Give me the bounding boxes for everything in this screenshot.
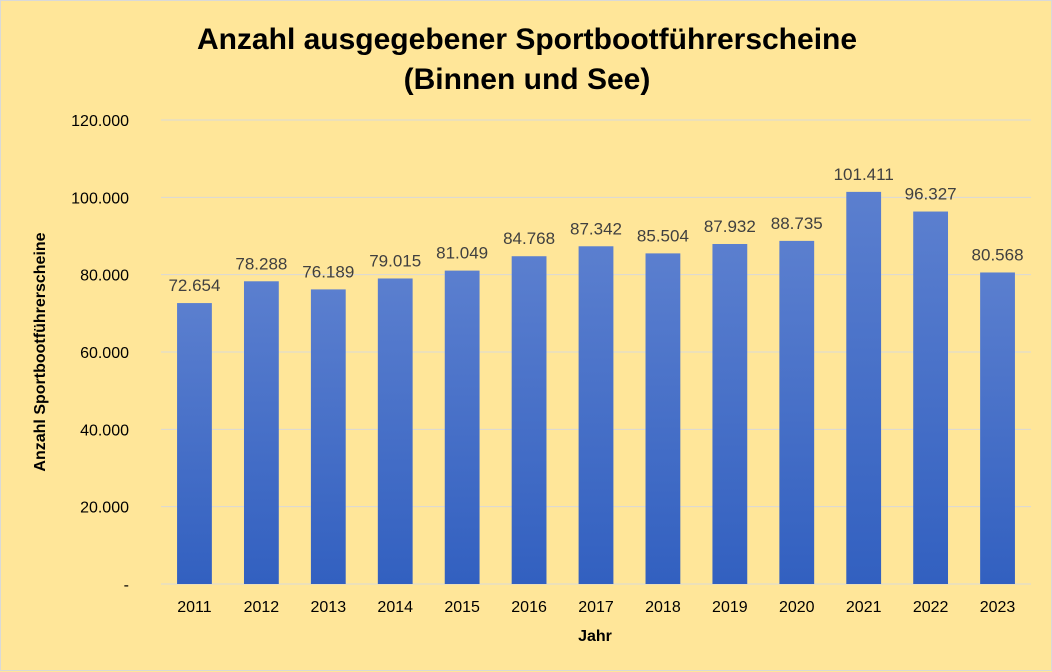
data-labels: 72.654 78.288 76.189 79.015 81.049 84.768 87.3… — [168, 165, 1023, 295]
x-tick-label: 2012 — [244, 599, 280, 616]
data-label-2011: 72.654 — [168, 276, 220, 295]
y-tick-label: - — [124, 577, 129, 594]
chart-title-line1: Anzahl ausgegebener Sportbootführerschei… — [197, 23, 857, 56]
data-label-2023: 80.568 — [972, 245, 1024, 264]
bar-2015 — [444, 270, 480, 584]
y-tick-label: 40.000 — [80, 422, 129, 439]
bar-2016 — [511, 256, 547, 584]
bar-2018 — [645, 253, 681, 585]
y-tick-label: 100.000 — [71, 190, 129, 207]
x-axis-ticks: 2011 2012 2013 2014 2015 2016 2017 2018 2019 2020… — [177, 599, 1015, 616]
bar-2017 — [578, 246, 614, 585]
bar-2011 — [177, 303, 212, 584]
data-label-2019: 87.932 — [704, 217, 756, 236]
data-label-2020: 88.735 — [771, 214, 823, 233]
bar-2022 — [913, 211, 949, 585]
x-tick-label: 2021 — [846, 599, 882, 616]
data-label-2015: 81.049 — [436, 244, 488, 263]
data-label-2021: 101.411 — [834, 165, 894, 184]
x-tick-label: 2020 — [779, 599, 815, 616]
bar-2023 — [980, 272, 1015, 584]
bar-2012 — [243, 281, 279, 584]
x-tick-label: 2016 — [511, 599, 547, 616]
y-axis-title: Anzahl Sportbootführerscheine — [32, 232, 49, 471]
x-axis-title: Jahr — [578, 628, 612, 645]
bar-2019 — [712, 243, 748, 584]
x-tick-label: 2019 — [712, 599, 748, 616]
data-label-2022: 96.327 — [905, 185, 957, 204]
y-tick-label: 60.000 — [80, 345, 129, 362]
bars — [177, 191, 1015, 585]
data-label-2017: 87.342 — [570, 219, 622, 238]
x-tick-label: 2015 — [444, 599, 480, 616]
bar-2014 — [377, 278, 413, 584]
y-tick-label: 120.000 — [71, 113, 129, 130]
x-tick-label: 2011 — [177, 599, 212, 616]
bar-2020 — [779, 240, 815, 584]
data-label-2018: 85.504 — [637, 226, 689, 245]
y-axis-ticks: - 20.000 40.000 60.000 80.000 100.000 120.000 — [71, 113, 129, 594]
chart-title-line2: (Binnen und See) — [404, 63, 651, 96]
x-tick-label: 2023 — [980, 599, 1016, 616]
data-label-2013: 76.189 — [302, 262, 354, 281]
data-label-2016: 84.768 — [503, 229, 555, 248]
x-tick-label: 2013 — [311, 599, 347, 616]
data-label-2014: 79.015 — [369, 251, 421, 270]
x-tick-label: 2014 — [377, 599, 413, 616]
bar-2013 — [310, 289, 346, 584]
y-tick-label: 20.000 — [80, 500, 129, 517]
x-tick-label: 2018 — [645, 599, 681, 616]
y-tick-label: 80.000 — [80, 268, 129, 285]
data-label-2012: 78.288 — [235, 254, 287, 273]
bar-2021 — [846, 191, 882, 584]
x-tick-label: 2022 — [913, 599, 949, 616]
x-tick-label: 2017 — [578, 599, 614, 616]
